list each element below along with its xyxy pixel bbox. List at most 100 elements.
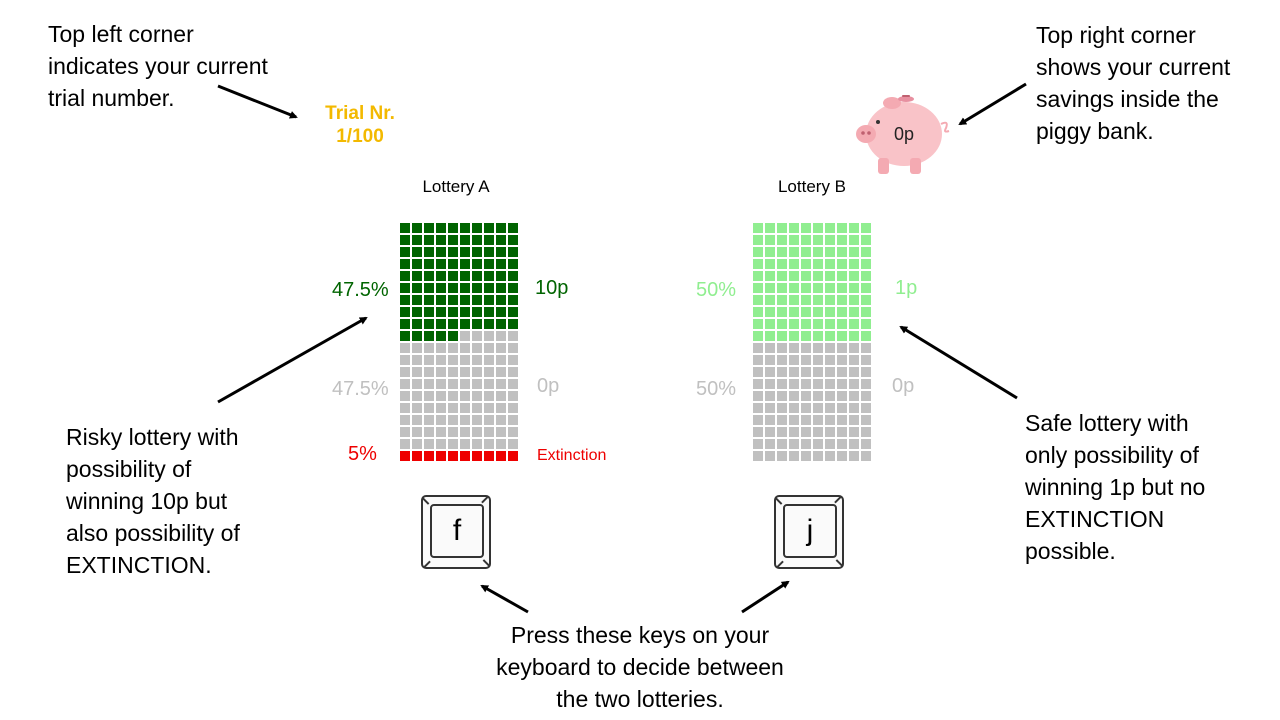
grid-cell-zero (460, 439, 470, 449)
grid-cell-zero (813, 391, 823, 401)
grid-cell-win (448, 235, 458, 245)
grid-cell-zero (753, 451, 763, 461)
grid-cell-win (849, 319, 859, 329)
grid-cell-win (436, 259, 446, 269)
grid-cell-zero (861, 439, 871, 449)
grid-cell-win (861, 307, 871, 317)
grid-cell-win (496, 223, 506, 233)
grid-cell-win (448, 319, 458, 329)
grid-cell-win (436, 331, 446, 341)
grid-cell-zero (777, 355, 787, 365)
lottery-b-grid (753, 223, 871, 461)
grid-cell-win (412, 271, 422, 281)
grid-cell-win (436, 283, 446, 293)
grid-cell-zero (424, 355, 434, 365)
grid-cell-win (801, 223, 811, 233)
grid-cell-win (849, 295, 859, 305)
grid-cell-zero (496, 379, 506, 389)
grid-cell-win (472, 259, 482, 269)
grid-cell-zero (460, 427, 470, 437)
grid-cell-win (777, 295, 787, 305)
grid-cell-win (777, 223, 787, 233)
grid-cell-win (837, 235, 847, 245)
grid-cell-zero (472, 439, 482, 449)
grid-cell-zero (460, 403, 470, 413)
grid-cell-zero (765, 391, 775, 401)
grid-cell-zero (472, 427, 482, 437)
grid-cell-zero (412, 427, 422, 437)
key-f-button[interactable]: f (421, 495, 491, 569)
grid-cell-zero (777, 391, 787, 401)
grid-cell-win (472, 247, 482, 257)
grid-cell-zero (789, 343, 799, 353)
grid-cell-zero (837, 403, 847, 413)
grid-cell-zero (825, 355, 835, 365)
grid-cell-win (825, 223, 835, 233)
grid-cell-win (861, 271, 871, 281)
key-j-button[interactable]: j (774, 495, 844, 569)
grid-cell-zero (400, 391, 410, 401)
grid-cell-win (849, 223, 859, 233)
grid-cell-zero (765, 439, 775, 449)
grid-cell-win (801, 307, 811, 317)
grid-cell-zero (436, 403, 446, 413)
grid-cell-zero (484, 355, 494, 365)
grid-cell-zero (484, 343, 494, 353)
grid-cell-zero (813, 403, 823, 413)
grid-cell-win (448, 259, 458, 269)
grid-cell-win (484, 223, 494, 233)
grid-cell-win (424, 307, 434, 317)
grid-cell-zero (849, 391, 859, 401)
grid-cell-extinction (508, 451, 518, 461)
grid-cell-win (753, 271, 763, 281)
grid-cell-win (777, 259, 787, 269)
grid-cell-zero (849, 379, 859, 389)
grid-cell-zero (837, 427, 847, 437)
grid-cell-zero (849, 355, 859, 365)
grid-cell-zero (508, 343, 518, 353)
grid-cell-zero (412, 367, 422, 377)
grid-cell-zero (508, 367, 518, 377)
grid-cell-zero (472, 391, 482, 401)
grid-cell-zero (448, 391, 458, 401)
grid-cell-win (460, 319, 470, 329)
grid-cell-win (424, 223, 434, 233)
grid-cell-win (789, 283, 799, 293)
grid-cell-zero (801, 355, 811, 365)
grid-cell-win (460, 295, 470, 305)
grid-cell-win (460, 235, 470, 245)
key-j-label: j (783, 504, 837, 558)
grid-cell-zero (484, 415, 494, 425)
grid-cell-win (753, 223, 763, 233)
grid-cell-zero (436, 343, 446, 353)
keys-annotation: Press these keys on your keyboard to dec… (496, 622, 784, 712)
grid-cell-zero (412, 355, 422, 365)
grid-cell-zero (849, 403, 859, 413)
grid-cell-win (460, 223, 470, 233)
grid-cell-win (484, 247, 494, 257)
grid-cell-zero (448, 367, 458, 377)
grid-cell-zero (801, 415, 811, 425)
grid-cell-win (801, 247, 811, 257)
grid-cell-zero (484, 403, 494, 413)
grid-cell-zero (424, 391, 434, 401)
grid-cell-zero (801, 451, 811, 461)
lottery-a-grid (400, 223, 518, 461)
grid-cell-win (813, 307, 823, 317)
grid-cell-win (424, 283, 434, 293)
grid-cell-zero (424, 343, 434, 353)
grid-cell-zero (508, 391, 518, 401)
grid-cell-win (849, 247, 859, 257)
grid-cell-zero (448, 403, 458, 413)
grid-cell-win (436, 247, 446, 257)
grid-cell-win (753, 307, 763, 317)
grid-cell-win (753, 283, 763, 293)
grid-cell-win (412, 235, 422, 245)
grid-cell-win (436, 271, 446, 281)
grid-cell-win (801, 283, 811, 293)
grid-cell-zero (801, 403, 811, 413)
grid-cell-win (508, 295, 518, 305)
grid-cell-zero (496, 391, 506, 401)
grid-cell-zero (508, 427, 518, 437)
grid-cell-win (472, 235, 482, 245)
